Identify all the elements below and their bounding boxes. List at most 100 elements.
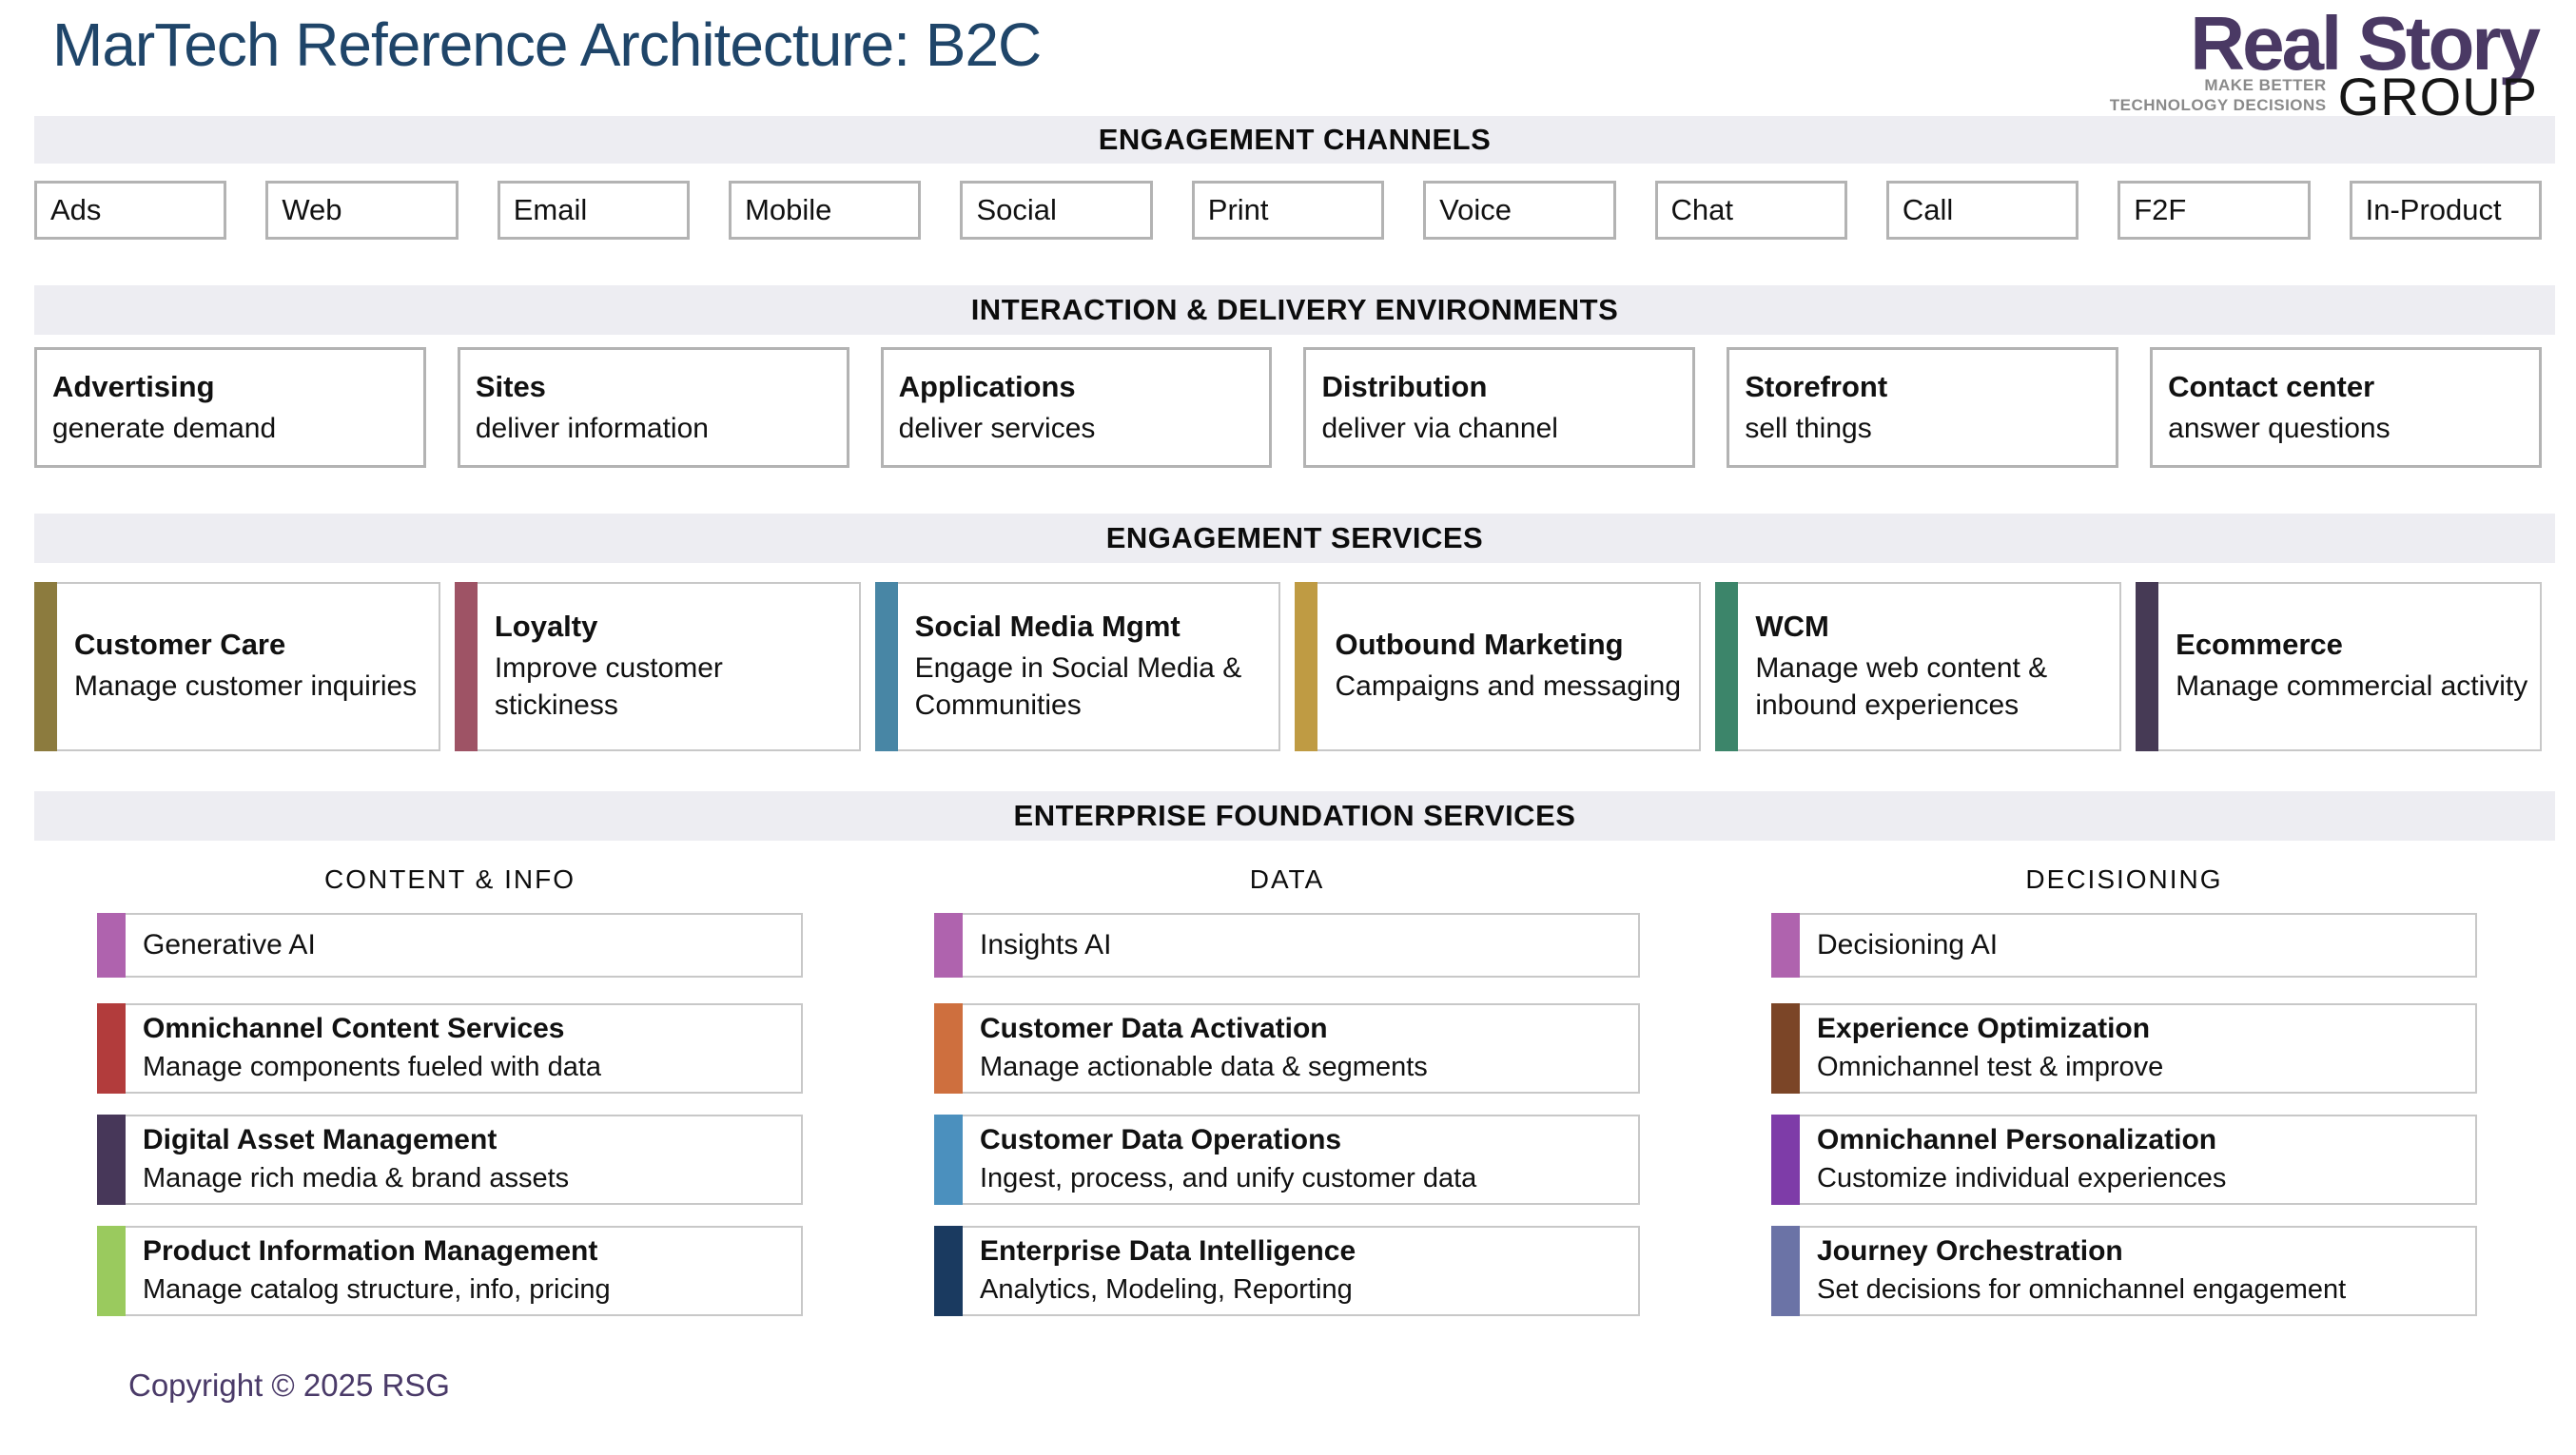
channel-box-f2f: F2F <box>2117 181 2311 240</box>
accent-bar <box>934 1226 963 1316</box>
foundation-subtitle: Manage actionable data & segments <box>980 1052 1428 1083</box>
service-subtitle: Manage commercial activity <box>2176 670 2528 703</box>
logo-tagline-line2: TECHNOLOGY DECISIONS <box>2109 96 2327 115</box>
foundation-box-insights-ai: Insights AI <box>934 913 1640 978</box>
foundation-title: Enterprise Data Intelligence <box>980 1235 1356 1268</box>
channels-row: Ads Web Email Mobile Social Print Voice … <box>34 181 2542 240</box>
channel-box-chat: Chat <box>1654 181 1847 240</box>
foundation-title: Product Information Management <box>143 1235 598 1268</box>
foundation-box-customer-data-activation: Customer Data Activation Manage actionab… <box>934 1003 1640 1094</box>
env-box-advertising: Advertising generate demand <box>34 347 426 468</box>
accent-bar <box>97 1003 126 1094</box>
foundation-box-digital-asset-management: Digital Asset Management Manage rich med… <box>97 1115 803 1205</box>
channel-box-email: Email <box>497 181 691 240</box>
foundation-subtitle: Customize individual experiences <box>1817 1163 2227 1194</box>
channel-box-in-product: In-Product <box>2349 181 2542 240</box>
service-box-ecommerce: Ecommerce Manage commercial activity <box>2136 582 2542 751</box>
channel-box-mobile: Mobile <box>729 181 922 240</box>
service-title: Ecommerce <box>2176 628 2343 662</box>
accent-bar <box>2136 582 2159 751</box>
foundation-box-omnichannel-personalization: Omnichannel Personalization Customize in… <box>1771 1115 2477 1205</box>
env-title: Storefront <box>1745 370 1888 403</box>
foundation-box-customer-data-operations: Customer Data Operations Ingest, process… <box>934 1115 1640 1205</box>
foundation-title: Omnichannel Content Services <box>143 1013 565 1045</box>
column-header: CONTENT & INFO <box>324 864 576 894</box>
service-box-customer-care: Customer Care Manage customer inquiries <box>34 582 440 751</box>
foundation-subtitle: Omnichannel test & improve <box>1817 1052 2164 1083</box>
accent-bar <box>97 1115 126 1205</box>
foundation-box-enterprise-data-intelligence: Enterprise Data Intelligence Analytics, … <box>934 1226 1640 1316</box>
accent-bar <box>97 913 126 978</box>
service-box-loyalty: Loyalty Improve customer stickiness <box>454 582 861 751</box>
accent-bar <box>1771 1226 1800 1316</box>
accent-bar <box>934 1003 963 1094</box>
foundation-title: Experience Optimization <box>1817 1013 2151 1045</box>
env-box-storefront: Storefront sell things <box>1727 347 2119 468</box>
logo-group-text: GROUP <box>2337 67 2538 126</box>
env-subtitle: generate demand <box>52 413 277 444</box>
env-title: Advertising <box>52 370 215 403</box>
env-title: Distribution <box>1321 370 1488 403</box>
foundation-column-data: DATA Insights AI Customer Data Activatio… <box>934 861 1640 1337</box>
accent-bar <box>1715 582 1739 751</box>
column-header: DATA <box>1249 864 1325 894</box>
logo-tagline: MAKE BETTER TECHNOLOGY DECISIONS <box>2110 75 2327 120</box>
foundation-box-omnichannel-content-services: Omnichannel Content Services Manage comp… <box>97 1003 803 1094</box>
foundation-column-content-info: CONTENT & INFO Generative AI Omnichannel… <box>97 861 803 1337</box>
service-subtitle: Manage customer inquiries <box>74 670 418 703</box>
service-subtitle: Improve customer stickiness <box>494 652 723 721</box>
env-box-applications: Applications deliver services <box>880 347 1273 468</box>
env-subtitle: deliver via channel <box>1321 413 1558 444</box>
logo-bottom-row: MAKE BETTER TECHNOLOGY DECISIONS GROUP <box>2110 67 2538 126</box>
foundation-box-decisioning-ai: Decisioning AI <box>1771 913 2477 978</box>
channel-box-ads: Ads <box>34 181 227 240</box>
logo-tagline-line1: MAKE BETTER <box>2204 76 2327 95</box>
accent-bar <box>934 1115 963 1205</box>
service-box-outbound-marketing: Outbound Marketing Campaigns and messagi… <box>1295 582 1702 751</box>
copyright-text: Copyright © 2025 RSG <box>128 1368 450 1403</box>
logo-brand-text: Real Story <box>2190 1 2541 86</box>
env-title: Contact center <box>2168 370 2375 403</box>
service-title: Customer Care <box>74 628 286 662</box>
channel-box-voice: Voice <box>1423 181 1616 240</box>
foundation-subtitle: Manage rich media & brand assets <box>143 1163 570 1194</box>
service-title: Outbound Marketing <box>1335 628 1624 662</box>
accent-bar <box>1771 913 1800 978</box>
accent-bar <box>1771 1115 1800 1205</box>
accent-bar <box>1295 582 1318 751</box>
foundation-subtitle: Set decisions for omnichannel engagement <box>1817 1274 2347 1306</box>
foundation-title: Decisioning AI <box>1817 929 1999 960</box>
env-subtitle: answer questions <box>2168 413 2391 444</box>
band-engagement-services: ENGAGEMENT SERVICES <box>34 514 2555 563</box>
foundation-title: Customer Data Operations <box>980 1124 1342 1156</box>
service-title: WCM <box>1755 610 1829 644</box>
accent-bar <box>934 913 963 978</box>
env-box-contact-center: Contact center answer questions <box>2150 347 2542 468</box>
service-title: Loyalty <box>494 610 598 644</box>
channel-box-call: Call <box>1885 181 2079 240</box>
foundation-subtitle: Manage components fueled with data <box>143 1052 602 1083</box>
accent-bar <box>1771 1003 1800 1094</box>
foundation-title: Customer Data Activation <box>980 1013 1328 1045</box>
accent-bar <box>97 1226 126 1316</box>
env-title: Sites <box>475 370 546 403</box>
band-engagement-channels: ENGAGEMENT CHANNELS <box>34 116 2555 164</box>
env-subtitle: sell things <box>1745 413 1872 444</box>
env-box-sites: Sites deliver information <box>457 347 849 468</box>
foundation-subtitle: Manage catalog structure, info, pricing <box>143 1274 611 1306</box>
column-header: DECISIONING <box>2025 864 2223 894</box>
accent-bar <box>874 582 898 751</box>
channel-box-print: Print <box>1191 181 1385 240</box>
foundation-title: Journey Orchestration <box>1817 1235 2123 1268</box>
env-subtitle: deliver information <box>475 413 709 444</box>
band-enterprise-foundation: ENTERPRISE FOUNDATION SERVICES <box>34 791 2555 841</box>
channel-box-web: Web <box>265 181 459 240</box>
env-subtitle: deliver services <box>898 413 1096 444</box>
service-subtitle: Manage web content & inbound experiences <box>1755 652 2048 721</box>
service-title: Social Media Mgmt <box>914 610 1181 644</box>
band-interaction-delivery: INTERACTION & DELIVERY ENVIRONMENTS <box>34 285 2555 335</box>
service-subtitle: Engage in Social Media & Communities <box>914 652 1242 721</box>
page-title: MarTech Reference Architecture: B2C <box>52 10 1042 79</box>
accent-bar <box>454 582 478 751</box>
